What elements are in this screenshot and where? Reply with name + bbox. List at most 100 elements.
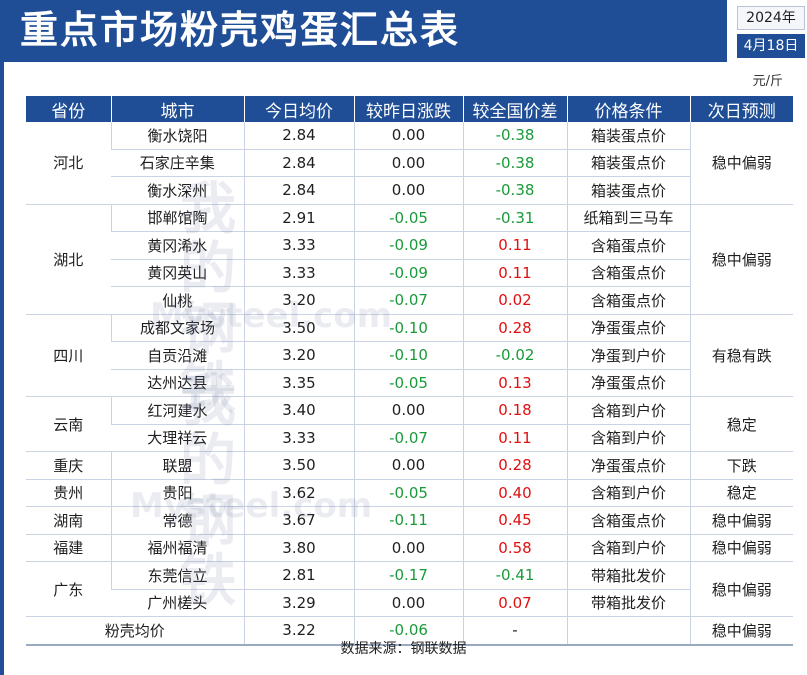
condition-cell: 纸箱到三马车 bbox=[566, 204, 690, 232]
change-cell: 0.00 bbox=[353, 589, 463, 617]
date-box: 2024年 4月18日 bbox=[737, 6, 805, 58]
forecast-cell: 稳中偏弱 bbox=[689, 122, 793, 205]
price-cell: 3.40 bbox=[243, 396, 354, 425]
city-cell: 仙桃 bbox=[111, 286, 244, 315]
condition-cell: 箱装蛋点价 bbox=[566, 176, 690, 205]
table-row: 衡水深州 2.84 0.00 -0.38 箱装蛋点价 bbox=[26, 176, 793, 205]
table-row: 云南 红河建水 3.40 0.00 0.18 含箱到户价 稳定 bbox=[26, 396, 793, 452]
price-cell: 3.29 bbox=[243, 589, 354, 617]
col-header-province: 省份 bbox=[26, 96, 111, 122]
diff-cell: 0.58 bbox=[462, 534, 567, 562]
province-cell: 四川 bbox=[26, 314, 111, 397]
table-row: 石家庄辛集 2.84 0.00 -0.38 箱装蛋点价 bbox=[26, 149, 793, 177]
change-cell: -0.07 bbox=[353, 424, 463, 452]
province-cell: 贵州 bbox=[26, 479, 111, 507]
table-row: 重庆 联盟 3.50 0.00 0.28 净蛋蛋点价 下跌 bbox=[26, 451, 793, 480]
condition-cell: 含箱蛋点价 bbox=[566, 259, 690, 287]
diff-cell: -0.31 bbox=[462, 204, 567, 232]
change-cell: -0.09 bbox=[353, 259, 463, 287]
diff-cell: -0.38 bbox=[462, 122, 567, 150]
page-title: 重点市场粉壳鸡蛋汇总表 bbox=[20, 8, 461, 52]
condition-cell: 箱装蛋点价 bbox=[566, 149, 690, 177]
diff-cell: 0.11 bbox=[462, 259, 567, 287]
price-cell: 3.20 bbox=[243, 286, 354, 315]
col-header-diff: 较全国价差 bbox=[462, 96, 567, 122]
province-cell: 河北 bbox=[26, 122, 111, 205]
diff-cell: 0.18 bbox=[462, 396, 567, 425]
col-header-price: 今日均价 bbox=[243, 96, 354, 122]
data-source: 数据来源：钢联数据 bbox=[340, 641, 467, 657]
city-cell: 大理祥云 bbox=[111, 424, 244, 452]
change-cell: 0.00 bbox=[353, 534, 463, 562]
condition-cell: 含箱蛋点价 bbox=[566, 231, 690, 260]
condition-cell: 含箱蛋点价 bbox=[566, 286, 690, 315]
city-cell: 达州达县 bbox=[111, 369, 244, 397]
price-cell: 3.33 bbox=[243, 231, 354, 260]
summary-price: 3.22 bbox=[243, 616, 354, 646]
summary-forecast: 稳中偏弱 bbox=[689, 616, 793, 646]
diff-cell: -0.38 bbox=[462, 149, 567, 177]
price-cell: 2.91 bbox=[243, 204, 354, 232]
change-cell: -0.07 bbox=[353, 286, 463, 315]
price-cell: 3.20 bbox=[243, 341, 354, 370]
city-cell: 常德 bbox=[110, 506, 244, 535]
forecast-cell: 稳中偏弱 bbox=[689, 534, 793, 562]
city-cell: 成都文家场 bbox=[110, 314, 244, 342]
condition-cell: 净蛋蛋点价 bbox=[566, 369, 690, 397]
condition-cell: 含箱到户价 bbox=[566, 534, 690, 562]
city-cell: 黄冈英山 bbox=[111, 259, 244, 287]
price-cell: 3.80 bbox=[243, 534, 354, 562]
diff-cell: 0.45 bbox=[462, 506, 567, 535]
diff-cell: 0.07 bbox=[462, 589, 567, 617]
table-body: 河北 衡水饶阳 2.84 0.00 -0.38 箱装蛋点价 稳中偏弱 石家庄辛集 2.84 0.0… bbox=[26, 122, 793, 646]
diff-cell: 0.13 bbox=[462, 369, 567, 397]
summary-row: 粉壳均价 3.22 -0.06- 稳中偏弱 bbox=[26, 616, 793, 646]
city-cell: 邯郸馆陶 bbox=[110, 204, 244, 232]
table-row: 自贡沿滩 3.20 -0.10 -0.02 净蛋到户价 bbox=[26, 341, 793, 370]
forecast-cell: 稳定 bbox=[689, 396, 793, 452]
forecast-cell: 下跌 bbox=[689, 451, 793, 480]
egg-price-table: 省份 城市 今日均价 较昨日涨跌 较全国价差 价格条件 次日预测 河北 衡水饶阳 2… bbox=[26, 96, 793, 646]
col-header-condition: 价格条件 bbox=[566, 96, 690, 122]
table-row: 河北 衡水饶阳 2.84 0.00 -0.38 箱装蛋点价 稳中偏弱 bbox=[26, 122, 793, 205]
table-row: 大理祥云 3.33 -0.07 0.11 含箱到户价 bbox=[26, 424, 793, 452]
province-cell: 福建 bbox=[26, 534, 111, 562]
forecast-cell: 稳中偏弱 bbox=[689, 204, 793, 315]
diff-cell: 0.28 bbox=[462, 451, 567, 480]
city-cell: 广州槎头 bbox=[111, 589, 244, 617]
change-cell: 0.00 bbox=[353, 396, 463, 425]
city-cell: 自贡沿滩 bbox=[111, 341, 244, 370]
table-row: 黄冈英山 3.33 -0.09 0.11 含箱蛋点价 bbox=[26, 259, 793, 287]
diff-cell: -0.38 bbox=[462, 176, 567, 205]
price-cell: 3.50 bbox=[243, 451, 354, 480]
summary-label: 粉壳均价 bbox=[26, 616, 244, 646]
change-cell: 0.00 bbox=[353, 149, 463, 177]
table-row: 福建 福州福清 3.80 0.00 0.58 含箱到户价 稳中偏弱 bbox=[26, 534, 793, 562]
price-cell: 2.81 bbox=[243, 561, 354, 590]
summary-diff: - bbox=[462, 616, 567, 646]
date-year: 2024年 bbox=[737, 6, 805, 30]
city-cell: 福州福清 bbox=[110, 534, 244, 562]
change-cell: -0.05 bbox=[353, 479, 463, 507]
condition-cell: 箱装蛋点价 bbox=[566, 122, 690, 150]
diff-cell: 0.02 bbox=[462, 286, 567, 315]
left-accent-line bbox=[0, 62, 4, 675]
unit-label: 元/斤 bbox=[752, 74, 783, 89]
condition-cell: 含箱到户价 bbox=[566, 479, 690, 507]
table-row: 黄冈浠水 3.33 -0.09 0.11 含箱蛋点价 bbox=[26, 231, 793, 260]
diff-cell: -0.41 bbox=[462, 561, 567, 590]
change-cell: -0.11 bbox=[353, 506, 463, 535]
city-cell: 联盟 bbox=[110, 451, 244, 480]
title-band: 重点市场粉壳鸡蛋汇总表 bbox=[0, 0, 727, 62]
price-cell: 3.62 bbox=[243, 479, 354, 507]
col-header-city: 城市 bbox=[110, 96, 244, 122]
city-cell: 贵阳 bbox=[110, 479, 244, 507]
price-cell: 2.84 bbox=[243, 176, 354, 205]
province-cell: 重庆 bbox=[26, 451, 111, 480]
table-row: 贵州 贵阳 3.62 -0.05 0.40 含箱到户价 稳定 bbox=[26, 479, 793, 507]
condition-cell: 含箱到户价 bbox=[566, 424, 690, 452]
condition-cell: 含箱到户价 bbox=[566, 396, 690, 425]
condition-cell: 含箱蛋点价 bbox=[566, 506, 690, 535]
table-row: 达州达县 3.35 -0.05 0.13 净蛋蛋点价 bbox=[26, 369, 793, 397]
table-row: 仙桃 3.20 -0.07 0.02 含箱蛋点价 bbox=[26, 286, 793, 315]
